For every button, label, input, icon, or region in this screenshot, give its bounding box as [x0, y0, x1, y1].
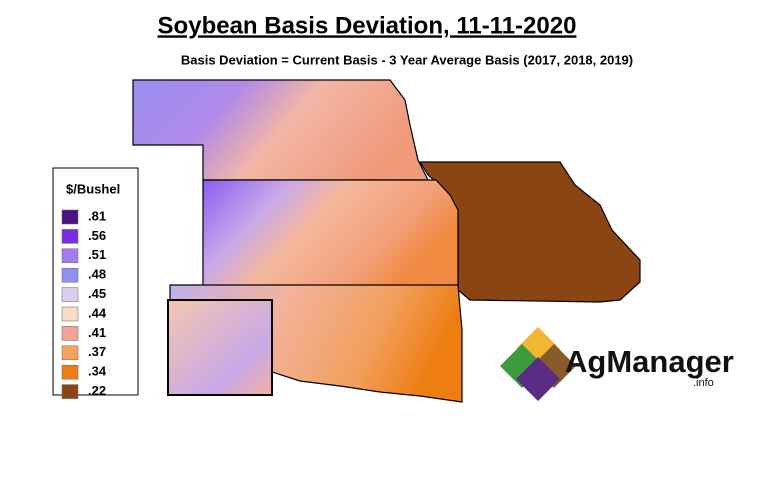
- legend-items: .81 .56 .51 .48 .45 .44 .41 .37 .34 .22: [61, 208, 107, 399]
- legend-swatch: [61, 209, 79, 225]
- logo-leaf: [516, 357, 560, 401]
- legend-swatch: [61, 306, 79, 322]
- legend-label: .41: [88, 325, 106, 340]
- legend-label: .51: [88, 247, 106, 262]
- legend-label: .34: [88, 364, 107, 379]
- legend-swatch: [61, 287, 79, 302]
- legend-swatch: [61, 364, 79, 380]
- states: [132, 79, 641, 403]
- state-ne: [132, 79, 429, 181]
- logo: AgManager .info: [500, 327, 734, 401]
- legend-swatch: [61, 326, 79, 341]
- legend-label: .44: [88, 305, 107, 320]
- subtitle: Basis Deviation = Current Basis - 3 Year…: [181, 52, 633, 67]
- legend-label: .56: [88, 228, 106, 243]
- legend-label: .37: [88, 344, 106, 359]
- legend-swatch: [61, 267, 79, 283]
- legend-label: .81: [88, 208, 106, 223]
- legend-swatch: [61, 229, 79, 244]
- legend-label: .45: [88, 286, 106, 301]
- logo-suffix: .info: [693, 377, 714, 389]
- legend-swatch: [61, 248, 79, 264]
- logo-name: AgManager: [565, 344, 734, 379]
- state-tx: [167, 299, 273, 396]
- legend-swatch: [61, 384, 79, 399]
- title: Soybean Basis Deviation, 11-11-2020: [158, 12, 577, 39]
- state-ks: [202, 179, 459, 288]
- legend-label: .22: [88, 383, 106, 398]
- legend-label: .48: [88, 267, 106, 282]
- legend-swatch: [61, 345, 79, 361]
- legend-title: $/Bushel: [66, 181, 120, 196]
